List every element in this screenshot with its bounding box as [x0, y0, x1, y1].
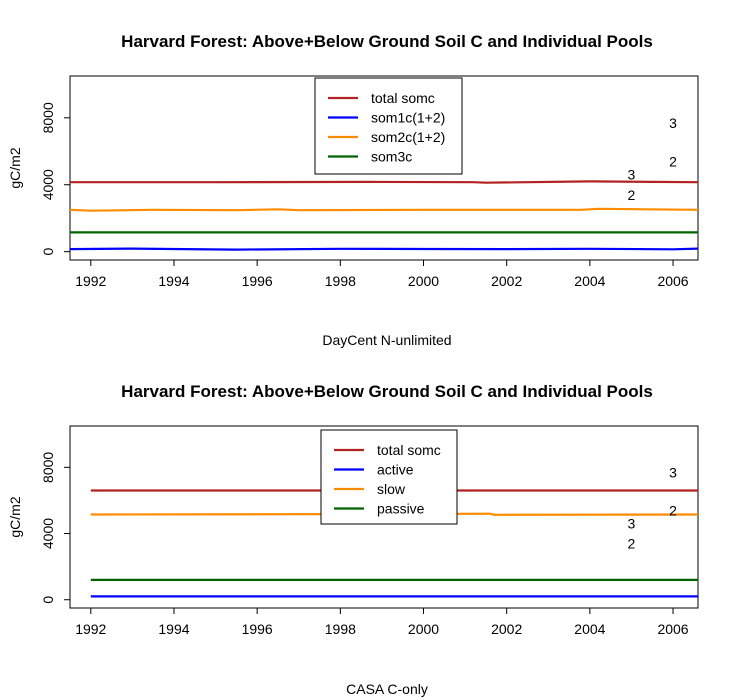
legend-label: total somc: [371, 90, 435, 106]
x-tick-label: 1992: [75, 621, 106, 637]
y-axis-label: gC/m2: [7, 496, 23, 537]
x-tick-label: 1996: [242, 621, 273, 637]
annotation-label: 3: [628, 516, 636, 532]
x-tick-label: 2004: [574, 621, 605, 637]
x-tick-label: 2004: [574, 273, 605, 289]
chart-title: Harvard Forest: Above+Below Ground Soil …: [121, 382, 653, 401]
y-tick-label: 0: [40, 248, 56, 256]
series-line-1: [70, 180, 699, 184]
annotation-label: 3: [669, 115, 677, 131]
annotation-label: 3: [628, 167, 636, 183]
y-tick-label: 4000: [40, 518, 56, 549]
annotation-label: 2: [669, 153, 677, 169]
chart-panel-2: Harvard Forest: Above+Below Ground Soil …: [7, 382, 699, 697]
x-tick-label: 1998: [325, 273, 356, 289]
series-line-2: [69, 247, 699, 251]
series-line-3: [69, 207, 699, 212]
legend-label: som1c(1+2): [371, 110, 445, 126]
x-tick-label: 2000: [408, 621, 439, 637]
legend-label: som2c(1+2): [371, 129, 445, 145]
x-tick-label: 2006: [657, 621, 688, 637]
series-line-3: [90, 512, 699, 516]
annotation-label: 2: [628, 187, 636, 203]
x-tick-label: 2002: [491, 621, 522, 637]
x-axis-label: DayCent N-unlimited: [322, 332, 451, 348]
x-tick-label: 1994: [158, 273, 189, 289]
chart-title: Harvard Forest: Above+Below Ground Soil …: [121, 32, 653, 51]
y-axis-label: gC/m2: [7, 147, 23, 188]
x-axis-label: CASA C-only: [346, 681, 428, 697]
legend: total somc active slow passive: [320, 429, 458, 525]
y-tick-label: 8000: [40, 102, 56, 133]
plot-frame: [69, 425, 699, 609]
y-tick-label: 0: [40, 596, 56, 604]
x-tick-label: 1998: [325, 621, 356, 637]
x-tick-label: 2000: [408, 273, 439, 289]
annotation-label: 2: [628, 535, 636, 551]
legend-label: passive: [377, 501, 425, 517]
annotation-label: 2: [669, 502, 677, 518]
legend-label: total somc: [377, 442, 441, 458]
legend-label: active: [377, 462, 414, 478]
x-tick-label: 2002: [491, 273, 522, 289]
x-tick-label: 1992: [75, 273, 106, 289]
x-tick-label: 2006: [657, 273, 688, 289]
legend-label: slow: [377, 481, 406, 497]
plot-frame: [69, 75, 699, 261]
y-tick-label: 8000: [40, 452, 56, 483]
legend: total somc som1c(1+2) som2c(1+2) som3c: [314, 77, 463, 175]
x-tick-label: 1996: [242, 273, 273, 289]
legend-box: [314, 77, 463, 175]
y-tick-label: 4000: [40, 169, 56, 200]
legend-label: som3c: [371, 149, 412, 165]
chart-panel-1: Harvard Forest: Above+Below Ground Soil …: [7, 32, 699, 348]
annotation-label: 3: [669, 464, 677, 480]
x-tick-label: 1994: [158, 621, 189, 637]
